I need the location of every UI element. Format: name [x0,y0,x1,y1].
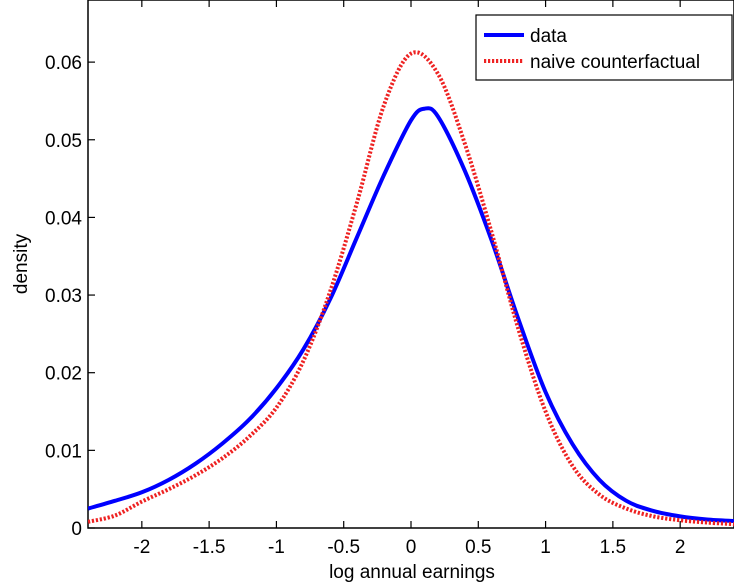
legend: data naive counterfactual [475,14,733,81]
x-axis-title: log annual earnings [329,562,495,583]
x-tick-label: -1.5 [193,537,226,558]
x-tick-label: 1 [540,537,551,558]
x-tick-label: 0.5 [465,537,491,558]
x-axis: -2 -1.5 -1 -0.5 0 0.5 1 1.5 2 [133,0,685,558]
y-tick-label: 0.03 [45,286,82,307]
series-line-naive-counterfactual [88,50,734,527]
series-line-data [88,106,734,524]
x-tick-label: -1 [268,537,285,558]
legend-box [475,14,733,81]
y-tick-label: 0.01 [45,441,82,462]
x-tick-label: 2 [675,537,686,558]
x-tick-label: 1.5 [600,537,626,558]
legend-label: naive counterfactual [530,52,700,73]
legend-label: data [530,26,567,47]
y-axis: 0 0.01 0.02 0.03 0.04 0.05 0.06 [45,53,95,540]
y-tick-label: 0.06 [45,53,82,74]
x-tick-label: -0.5 [327,537,360,558]
y-axis-title: density [11,233,32,294]
plot-area [87,0,734,529]
y-tick-label: 0.04 [45,208,82,229]
y-tick-label: 0 [71,519,82,540]
y-tick-label: 0.02 [45,364,82,385]
plot-frame [87,0,734,529]
x-tick-label: -2 [133,537,150,558]
x-tick-label: 0 [406,537,417,558]
y-tick-label: 0.05 [45,131,82,152]
